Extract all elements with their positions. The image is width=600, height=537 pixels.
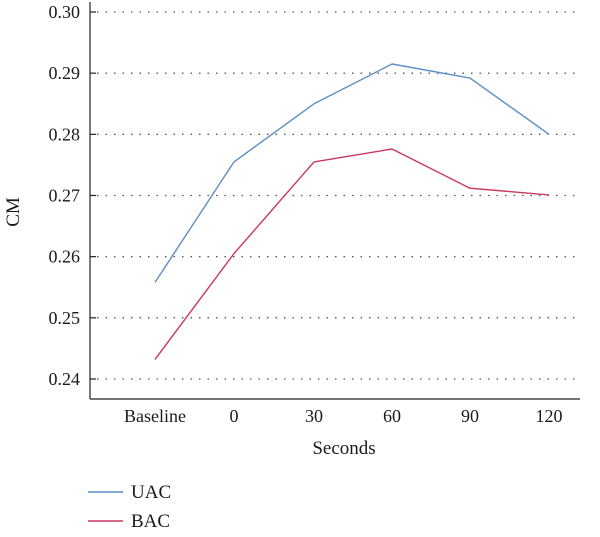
x-tick-label: 90 <box>461 406 479 426</box>
series-line-uac <box>154 63 550 283</box>
y-tick-label: 0.28 <box>49 124 81 144</box>
x-tick-label: 60 <box>383 406 401 426</box>
x-axis-label: Seconds <box>312 438 375 459</box>
y-ticks: 0.24 0.25 0.26 0.27 0.28 0.29 0.30 <box>49 2 96 389</box>
series-line-bac <box>154 148 550 360</box>
x-tick-label: 30 <box>305 406 323 426</box>
y-tick-label: 0.24 <box>49 369 81 389</box>
y-tick-label: 0.29 <box>49 63 81 83</box>
x-tick-label: 120 <box>536 406 563 426</box>
legend: UAC BAC <box>88 482 171 532</box>
legend-label-uac: UAC <box>131 482 171 503</box>
y-tick-label: 0.25 <box>49 308 81 328</box>
axes <box>89 2 580 400</box>
y-axis-label: CM <box>3 197 24 227</box>
x-ticks: Baseline 0 30 60 90 120 <box>124 406 562 426</box>
x-tick-label: Baseline <box>124 406 186 426</box>
x-tick-label: 0 <box>230 406 239 426</box>
grid-lines <box>97 11 580 380</box>
series-lines <box>154 63 550 360</box>
y-tick-label: 0.30 <box>49 2 81 22</box>
y-tick-label: 0.26 <box>49 247 81 267</box>
legend-label-bac: BAC <box>131 511 170 532</box>
y-tick-label: 0.27 <box>49 186 81 206</box>
